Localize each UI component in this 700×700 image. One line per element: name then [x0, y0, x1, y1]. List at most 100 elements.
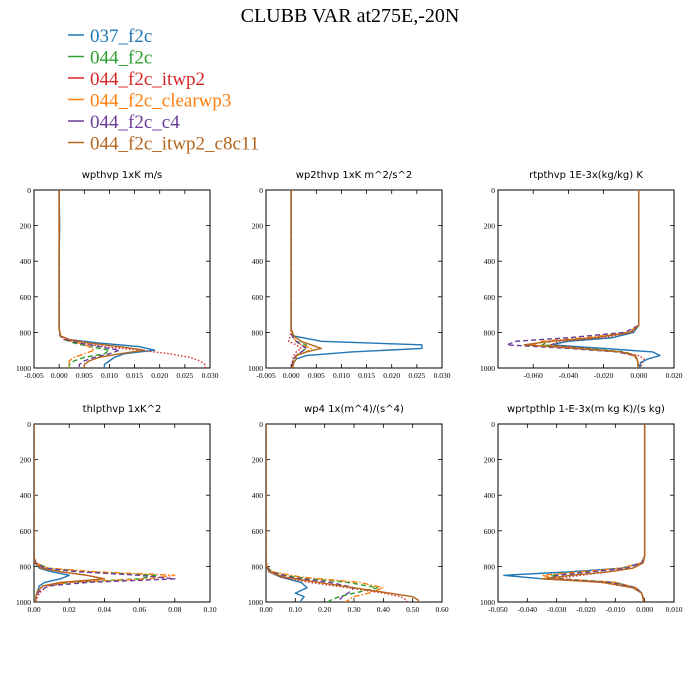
y-tick-label: 800 — [252, 328, 264, 337]
x-tick-label: 0.60 — [435, 605, 448, 614]
y-tick-label: 200 — [252, 222, 264, 231]
y-tick-label: 400 — [20, 257, 32, 266]
legend-entry: 037_f2c — [68, 26, 152, 47]
y-tick-label: 600 — [20, 293, 32, 302]
y-tick-label: 200 — [484, 222, 496, 231]
series-lines — [287, 190, 423, 368]
x-tick-label: 0.020 — [383, 371, 400, 380]
series-line — [290, 190, 307, 368]
x-tick-label: 0.010 — [333, 371, 350, 380]
legend-label: 044_f2c — [90, 48, 152, 69]
y-tick-label: 1000 — [248, 598, 263, 607]
legend-entry: 044_f2c — [68, 48, 152, 69]
series-line — [550, 190, 645, 368]
x-tick-label: -0.040 — [559, 371, 579, 380]
series-line — [266, 424, 420, 602]
x-tick-label: -0.040 — [518, 605, 538, 614]
x-tick-label: 0.005 — [76, 371, 93, 380]
x-tick-label: -0.020 — [594, 371, 614, 380]
y-tick-label: 400 — [484, 491, 496, 500]
y-tick-label: 600 — [484, 527, 496, 536]
panel-title: wprtpthlp 1-E-3x(m kg K)/(s kg) — [507, 404, 665, 415]
series-line — [290, 190, 307, 368]
panel-frame — [265, 423, 443, 603]
series-line — [523, 190, 640, 368]
x-tick-label: 0.08 — [168, 605, 181, 614]
series-line — [290, 190, 323, 368]
legend-label: 037_f2c — [90, 26, 152, 47]
figure-title: CLUBB VAR at275E,-20N — [241, 5, 460, 27]
legend-label: 044_f2c_clearwp3 — [90, 91, 231, 112]
y-tick-label: 400 — [252, 257, 264, 266]
x-tick-label: -0.020 — [576, 605, 596, 614]
series-line — [34, 424, 70, 602]
panel: wp2thvp 1xK m^2/s^2 0 200 400 600 800 1000-0.0… — [248, 170, 451, 380]
x-tick-label: 0.025 — [176, 371, 193, 380]
series-lines — [266, 424, 420, 602]
x-tick-label: 0.20 — [318, 605, 331, 614]
series-line — [266, 424, 408, 602]
y-tick-label: 0 — [491, 420, 495, 429]
x-tick-label: -0.050 — [488, 605, 508, 614]
x-tick-label: -0.005 — [256, 371, 276, 380]
legend-entry: 044_f2c_clearwp3 — [68, 91, 231, 112]
legend-label: 044_f2c_itwp2_c8c11 — [90, 134, 259, 155]
panel-frame — [265, 189, 443, 369]
y-tick-label: 1000 — [16, 598, 31, 607]
panel-title: rtpthvp 1E-3x(kg/kg) K — [529, 170, 643, 181]
y-tick-label: 200 — [484, 456, 496, 465]
x-tick-label: 0.030 — [202, 371, 219, 380]
y-tick-label: 600 — [252, 293, 264, 302]
panel-title: wp4 1x(m^4)/(s^4) — [304, 404, 404, 415]
y-tick-label: 1000 — [480, 364, 495, 373]
y-tick-label: 0 — [27, 186, 31, 195]
x-tick-label: 0.010 — [101, 371, 118, 380]
panel: wpthvp 1xK m/s 0 200 400 600 800 1000-0.005 0.0… — [16, 170, 219, 380]
x-tick-label: -0.010 — [606, 605, 626, 614]
panel-frame — [497, 423, 675, 603]
y-tick-label: 800 — [484, 328, 496, 337]
series-lines — [506, 190, 661, 368]
y-tick-label: 200 — [20, 222, 32, 231]
y-tick-label: 200 — [252, 456, 264, 465]
x-tick-label: 0.00 — [259, 605, 272, 614]
y-tick-label: 0 — [27, 420, 31, 429]
panel-frame — [33, 423, 211, 603]
series-line — [550, 424, 646, 602]
legend: 037_f2c044_f2c044_f2c_itwp2044_f2c_clear… — [68, 26, 259, 155]
panel-title: wp2thvp 1xK m^2/s^2 — [296, 170, 412, 181]
y-tick-label: 400 — [20, 491, 32, 500]
x-tick-label: 0.000 — [636, 605, 653, 614]
x-tick-label: 0.000 — [283, 371, 300, 380]
y-tick-label: 400 — [252, 491, 264, 500]
y-tick-label: 200 — [20, 456, 32, 465]
y-tick-label: 0 — [259, 420, 263, 429]
y-tick-label: 600 — [252, 527, 264, 536]
panel-title: wpthvp 1xK m/s — [82, 170, 163, 181]
x-tick-label: 0.10 — [289, 605, 302, 614]
series-lines — [34, 424, 176, 602]
x-tick-label: 0.010 — [666, 605, 683, 614]
y-tick-label: 600 — [484, 293, 496, 302]
x-tick-label: 0.030 — [434, 371, 451, 380]
y-tick-label: 600 — [20, 527, 32, 536]
x-tick-label: 0.025 — [408, 371, 425, 380]
series-line — [290, 190, 423, 368]
y-tick-label: 800 — [20, 328, 32, 337]
y-tick-label: 1000 — [16, 364, 31, 373]
panel: wprtpthlp 1-E-3x(m kg K)/(s kg) 0 200 400 60… — [480, 404, 683, 614]
series-line — [550, 424, 646, 602]
x-tick-label: -0.060 — [524, 371, 544, 380]
y-tick-label: 800 — [20, 562, 32, 571]
legend-entry: 044_f2c_c4 — [68, 112, 180, 133]
x-tick-label: 0.10 — [203, 605, 216, 614]
x-tick-label: 0.04 — [98, 605, 111, 614]
x-tick-label: 0.02 — [63, 605, 76, 614]
series-line — [34, 424, 106, 602]
panel-frame — [33, 189, 211, 369]
x-tick-label: 0.000 — [630, 371, 647, 380]
panel-title: thlpthvp 1xK^2 — [83, 404, 162, 415]
